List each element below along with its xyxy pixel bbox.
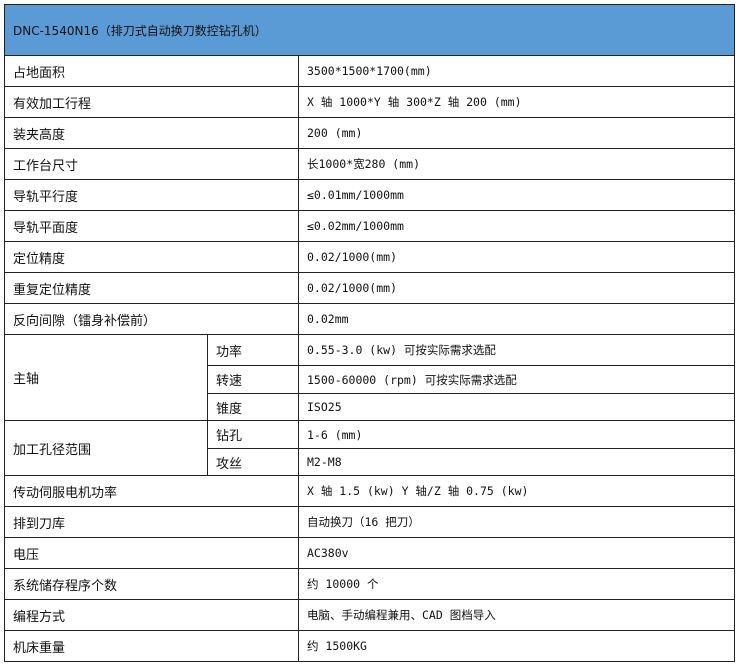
- row-label: 传动伺服电机功率: [4, 475, 299, 507]
- table-row: 编程方式 电脑、手动编程兼用、CAD 图档导入: [4, 599, 735, 631]
- table-row: 占地面积 3500*1500*1700(mm): [4, 55, 735, 87]
- row-value: 约 10000 个: [298, 568, 735, 600]
- row-label: 反向间隙（镭身补偿前）: [4, 303, 299, 335]
- row-label: 导轨平行度: [4, 179, 299, 211]
- sub-value: ISO25: [298, 393, 735, 421]
- table-row: 重复定位精度 0.02/1000(mm): [4, 272, 735, 304]
- row-label: 电压: [4, 537, 299, 569]
- sub-value: 0.55-3.0 (kw) 可按实际需求选配: [298, 334, 735, 366]
- row-label: 工作台尺寸: [4, 148, 299, 180]
- row-value: X 轴 1000*Y 轴 300*Z 轴 200 (mm): [298, 86, 735, 118]
- sub-label: 转速: [207, 365, 299, 394]
- row-value: 3500*1500*1700(mm): [298, 55, 735, 87]
- row-label: 导轨平面度: [4, 210, 299, 242]
- row-value: ≤0.02mm/1000mm: [298, 210, 735, 242]
- table-row: 传动伺服电机功率 X 轴 1.5 (kw) Y 轴/Z 轴 0.75 (kw): [4, 475, 735, 507]
- table-row: 有效加工行程 X 轴 1000*Y 轴 300*Z 轴 200 (mm): [4, 86, 735, 118]
- row-value: 约 1500KG: [298, 630, 735, 662]
- sub-value: 1500-60000 (rpm) 可按实际需求选配: [298, 365, 735, 394]
- sub-label: 功率: [207, 334, 299, 366]
- sub-label: 攻丝: [207, 448, 299, 476]
- row-label: 系统储存程序个数: [4, 568, 299, 600]
- sub-label: 钻孔: [207, 420, 299, 449]
- row-value: 0.02/1000(mm): [298, 272, 735, 304]
- row-value: 长1000*宽280 (mm): [298, 148, 735, 180]
- row-label: 编程方式: [4, 599, 299, 631]
- hole-label: 加工孔径范围: [4, 420, 208, 476]
- row-value: 0.02mm: [298, 303, 735, 335]
- row-value: 200 (mm): [298, 117, 735, 149]
- row-label: 定位精度: [4, 241, 299, 273]
- row-value: 自动换刀（16 把刀）: [298, 506, 735, 538]
- spindle-label: 主轴: [4, 334, 208, 421]
- table-row: 工作台尺寸 长1000*宽280 (mm): [4, 148, 735, 180]
- table-row: 系统储存程序个数约 10000 个: [4, 568, 735, 600]
- table-title: DNC-1540N16（排刀式自动换刀数控钻孔机）: [4, 4, 735, 56]
- spec-table: DNC-1540N16（排刀式自动换刀数控钻孔机） 占地面积 3500*1500*…: [4, 4, 735, 662]
- table-row: 反向间隙（镭身补偿前） 0.02mm: [4, 303, 735, 335]
- row-label: 排到刀库: [4, 506, 299, 538]
- table-row: 导轨平行度 ≤0.01mm/1000mm: [4, 179, 735, 211]
- table-row: 装夹高度 200 (mm): [4, 117, 735, 149]
- table-row: 排到刀库 自动换刀（16 把刀）: [4, 506, 735, 538]
- row-value: X 轴 1.5 (kw) Y 轴/Z 轴 0.75 (kw): [298, 475, 735, 507]
- sub-value: M2-M8: [298, 448, 735, 476]
- table-header: DNC-1540N16（排刀式自动换刀数控钻孔机）: [4, 4, 735, 56]
- table-row: 机床重量约 1500KG: [4, 630, 735, 662]
- row-label: 重复定位精度: [4, 272, 299, 304]
- row-value: AC380v: [298, 537, 735, 569]
- row-value: 0.02/1000(mm): [298, 241, 735, 273]
- table-row: 导轨平面度 ≤0.02mm/1000mm: [4, 210, 735, 242]
- row-label: 有效加工行程: [4, 86, 299, 118]
- sub-label: 锥度: [207, 393, 299, 421]
- table-row: 定位精度 0.02/1000(mm): [4, 241, 735, 273]
- row-value: ≤0.01mm/1000mm: [298, 179, 735, 211]
- row-value: 电脑、手动编程兼用、CAD 图档导入: [298, 599, 735, 631]
- table-row: 电压 AC380v: [4, 537, 735, 569]
- sub-value: 1-6 (mm): [298, 420, 735, 449]
- row-label: 机床重量: [4, 630, 299, 662]
- row-label: 装夹高度: [4, 117, 299, 149]
- row-label: 占地面积: [4, 55, 299, 87]
